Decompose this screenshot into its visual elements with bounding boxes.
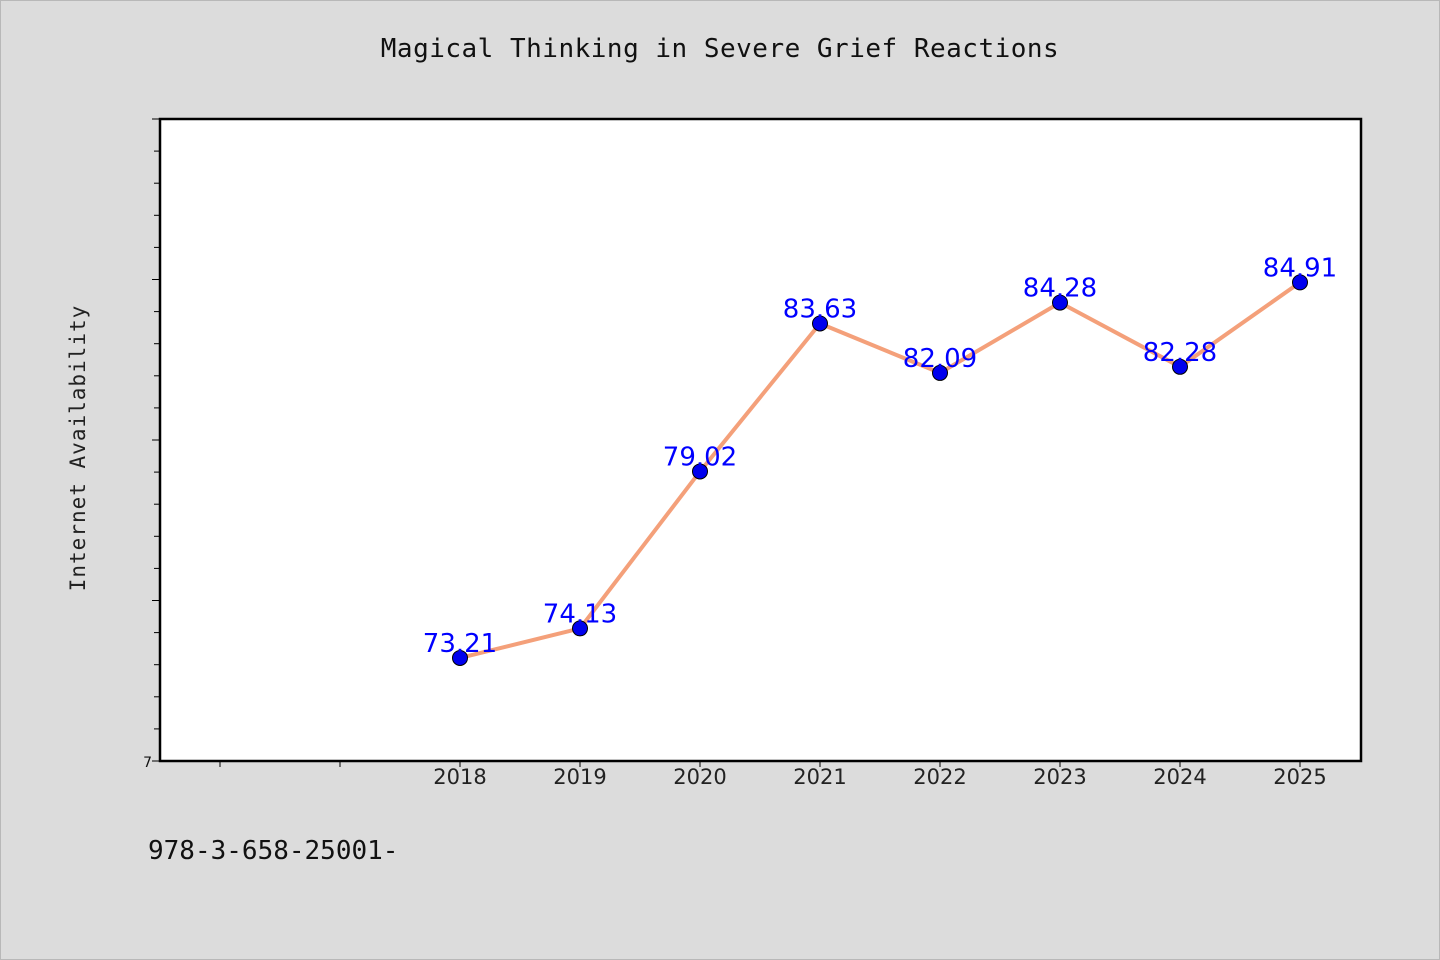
data-label: 84.91 [1263, 253, 1337, 283]
data-label: 74.13 [543, 599, 617, 629]
data-labels: 73.21 74.13 79.02 83.63 82.09 84.28 82.28 84.91 [423, 253, 1337, 659]
series-line [458, 280, 1302, 660]
plot-area [158, 117, 1363, 763]
x-tick-label: 2021 [793, 765, 846, 789]
data-point [452, 649, 468, 666]
data-label: 84.28 [1023, 274, 1097, 304]
data-point [932, 364, 948, 381]
tick-labels: 7 2018 2019 2020 2021 2022 2023 2024 2025 [143, 755, 1327, 789]
data-label: 83.63 [783, 294, 857, 324]
x-tick-label: 2023 [1033, 765, 1086, 789]
axis-ticks [152, 118, 1301, 767]
data-label: 82.28 [1143, 338, 1217, 368]
data-label: 79.02 [663, 442, 737, 472]
y-tick-label: 7 [143, 755, 152, 771]
data-point [1292, 274, 1308, 291]
x-tick-label: 2024 [1153, 765, 1206, 789]
data-point [1172, 358, 1188, 375]
x-tick-label: 2025 [1273, 765, 1326, 789]
chart-title: Magical Thinking in Severe Grief Reactio… [380, 34, 1060, 64]
x-tick-label: 2020 [673, 765, 726, 789]
footnote: 978-3-658-25001- [148, 836, 399, 866]
x-tick-label: 2022 [913, 765, 966, 789]
data-label: 73.21 [423, 629, 497, 659]
series-points [452, 274, 1308, 666]
x-tick-label: 2018 [433, 765, 486, 789]
data-point [692, 463, 708, 480]
data-label: 82.09 [903, 344, 977, 374]
data-point [572, 620, 588, 637]
data-point [1052, 294, 1068, 311]
series-lines [458, 280, 1302, 660]
data-point [812, 315, 828, 332]
x-tick-label: 2019 [553, 765, 606, 789]
